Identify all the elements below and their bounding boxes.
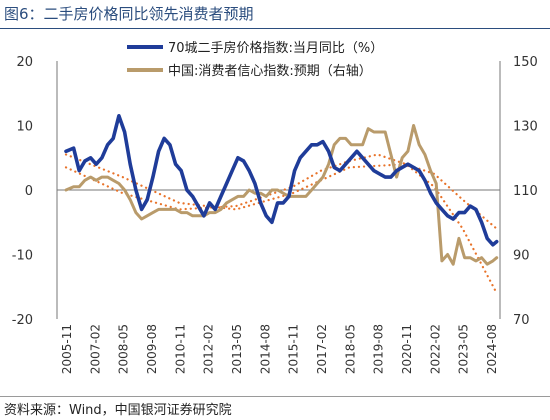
x-tick-label: 2009-08 <box>145 324 159 374</box>
legend: 70城二手房价格指数:当月同比（%） 中国:消费者信心指数:预期（右轴） <box>127 40 383 79</box>
x-axis-ticks: 2005-11 2007-02 2008-05 2009-08 2010-11 2012-… <box>60 324 499 374</box>
x-tick-label: 2018-05 <box>343 324 357 374</box>
x-tick-label: 2024-08 <box>485 324 499 374</box>
x-tick-label: 2008-05 <box>117 324 131 374</box>
x-tick-label: 2019-08 <box>372 324 386 374</box>
line-chart: -20 -10 0 10 20 70 90 110 130 150 2005-11 2007-02… <box>12 40 538 374</box>
left-tick-label: 10 <box>16 120 33 135</box>
right-tick-label: 150 <box>513 55 538 70</box>
series-layer <box>64 114 499 295</box>
left-axis-ticks: -20 -10 0 10 20 <box>12 55 33 328</box>
figure-title: 图6：二手房价格同比领先消费者预期 <box>4 5 254 23</box>
x-tick-label: 2005-11 <box>60 324 74 374</box>
legend-label-confidence: 中国:消费者信心指数:预期（右轴） <box>168 64 372 79</box>
confidence-series-line <box>64 124 499 266</box>
left-tick-label: -10 <box>12 249 33 264</box>
title-divider <box>0 28 550 29</box>
x-tick-label: 2020-11 <box>400 324 414 374</box>
source-divider <box>0 396 550 397</box>
left-tick-label: 20 <box>16 55 33 70</box>
legend-label-price: 70城二手房价格指数:当月同比（%） <box>168 40 383 56</box>
right-tick-label: 70 <box>513 313 530 328</box>
x-tick-label: 2017-02 <box>315 324 329 374</box>
x-tick-label: 2007-02 <box>88 324 102 374</box>
x-tick-label: 2023-05 <box>457 324 471 374</box>
left-tick-label: 0 <box>25 184 33 199</box>
right-tick-label: 110 <box>513 184 538 199</box>
source-note: 资料来源：Wind，中国银河证券研究院 <box>4 403 232 418</box>
price-series-line <box>64 114 499 247</box>
x-tick-label: 2012-02 <box>202 324 216 374</box>
right-axis-ticks: 70 90 110 130 150 <box>513 55 538 328</box>
right-tick-label: 90 <box>513 249 530 264</box>
x-tick-label: 2014-08 <box>258 324 272 374</box>
left-tick-label: -20 <box>12 313 33 328</box>
x-tick-label: 2010-11 <box>173 324 187 374</box>
x-tick-label: 2015-11 <box>287 324 301 374</box>
right-tick-label: 130 <box>513 120 538 135</box>
x-tick-label: 2013-05 <box>230 324 244 374</box>
x-tick-label: 2022-02 <box>428 324 442 374</box>
